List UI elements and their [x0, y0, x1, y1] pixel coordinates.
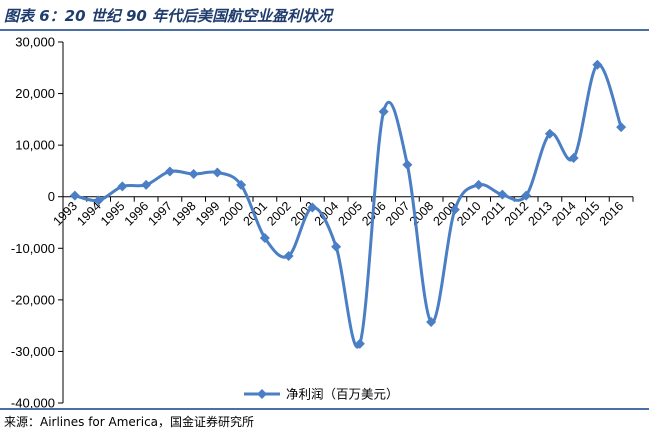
- data-point-1993: [69, 190, 80, 201]
- figure-header: 图表 6：20 世纪 90 年代后美国航空业盈利状况: [0, 0, 649, 31]
- x-tick-label: 2002: [264, 199, 294, 229]
- y-tick-label: 10,000: [15, 138, 55, 153]
- line-chart: -40,000 -30,000 -20,000 -10,000 0 10,000 20,00…: [11, 35, 634, 409]
- x-tick-label: 2014: [549, 199, 579, 229]
- x-tick-label: 2007: [383, 199, 413, 229]
- y-tick-label: 30,000: [15, 35, 55, 50]
- y-tick-label: -30,000: [11, 344, 55, 359]
- x-tick-label: 2005: [335, 199, 365, 229]
- x-tick-label: 1998: [169, 199, 199, 229]
- x-tick-label: 1996: [122, 199, 152, 229]
- legend-diamond-icon: [257, 389, 267, 399]
- x-tick-label: 1995: [98, 199, 128, 229]
- source-note: 来源：Airlines for America，国金证券研究所: [4, 415, 255, 429]
- x-axis: 1993199419951996199719981999200020012002…: [50, 196, 634, 229]
- data-point-2013: [544, 128, 555, 139]
- data-point-1999: [212, 167, 223, 178]
- y-tick-label: 20,000: [15, 86, 55, 101]
- x-tick-label: 1997: [145, 199, 175, 229]
- data-point-2008: [426, 317, 437, 328]
- data-point-2011: [497, 189, 508, 200]
- data-point-2005: [354, 338, 365, 349]
- data-point-2012: [521, 190, 532, 201]
- data-point-1997: [164, 166, 175, 177]
- y-tick-label: 0: [48, 189, 55, 204]
- x-tick-label: 2015: [573, 199, 603, 229]
- x-tick-label: 2016: [597, 199, 627, 229]
- title-divider: [0, 29, 649, 31]
- data-point-2007: [402, 159, 413, 170]
- data-point-2001: [259, 232, 270, 243]
- data-point-2003: [307, 202, 318, 213]
- data-point-1996: [141, 179, 152, 190]
- data-point-2010: [473, 179, 484, 190]
- x-tick-label: 2000: [217, 199, 247, 229]
- data-point-2016: [616, 122, 627, 133]
- data-point-2014: [568, 153, 579, 164]
- y-tick-label: -10,000: [11, 241, 55, 256]
- y-tick-label: -20,000: [11, 292, 55, 307]
- x-tick-label: 2013: [525, 199, 555, 229]
- x-tick-label: 2011: [479, 199, 508, 228]
- data-point-2015: [592, 59, 603, 70]
- data-point-2002: [283, 251, 294, 262]
- y-axis: -40,000 -30,000 -20,000 -10,000 0 10,000 20,00…: [11, 35, 64, 409]
- data-point-2009: [449, 204, 460, 215]
- series-layer: [69, 59, 627, 349]
- x-tick-label: 2012: [502, 199, 532, 229]
- series-line: [74, 63, 623, 349]
- source-divider: [0, 408, 649, 410]
- data-point-1994: [93, 195, 104, 206]
- data-point-2000: [236, 179, 247, 190]
- figure-title: 图表 6：20 世纪 90 年代后美国航空业盈利状况: [4, 7, 333, 25]
- data-point-2006: [378, 106, 389, 117]
- x-tick-label: 2008: [407, 199, 437, 229]
- legend-label: 净利润（百万美元）: [286, 387, 399, 402]
- data-point-1995: [117, 181, 128, 192]
- y-tick-label: -40,000: [11, 396, 55, 409]
- data-point-1998: [188, 169, 199, 180]
- data-point-2004: [331, 241, 342, 252]
- x-tick-label: 1999: [193, 199, 223, 229]
- legend: 净利润（百万美元）: [244, 387, 399, 402]
